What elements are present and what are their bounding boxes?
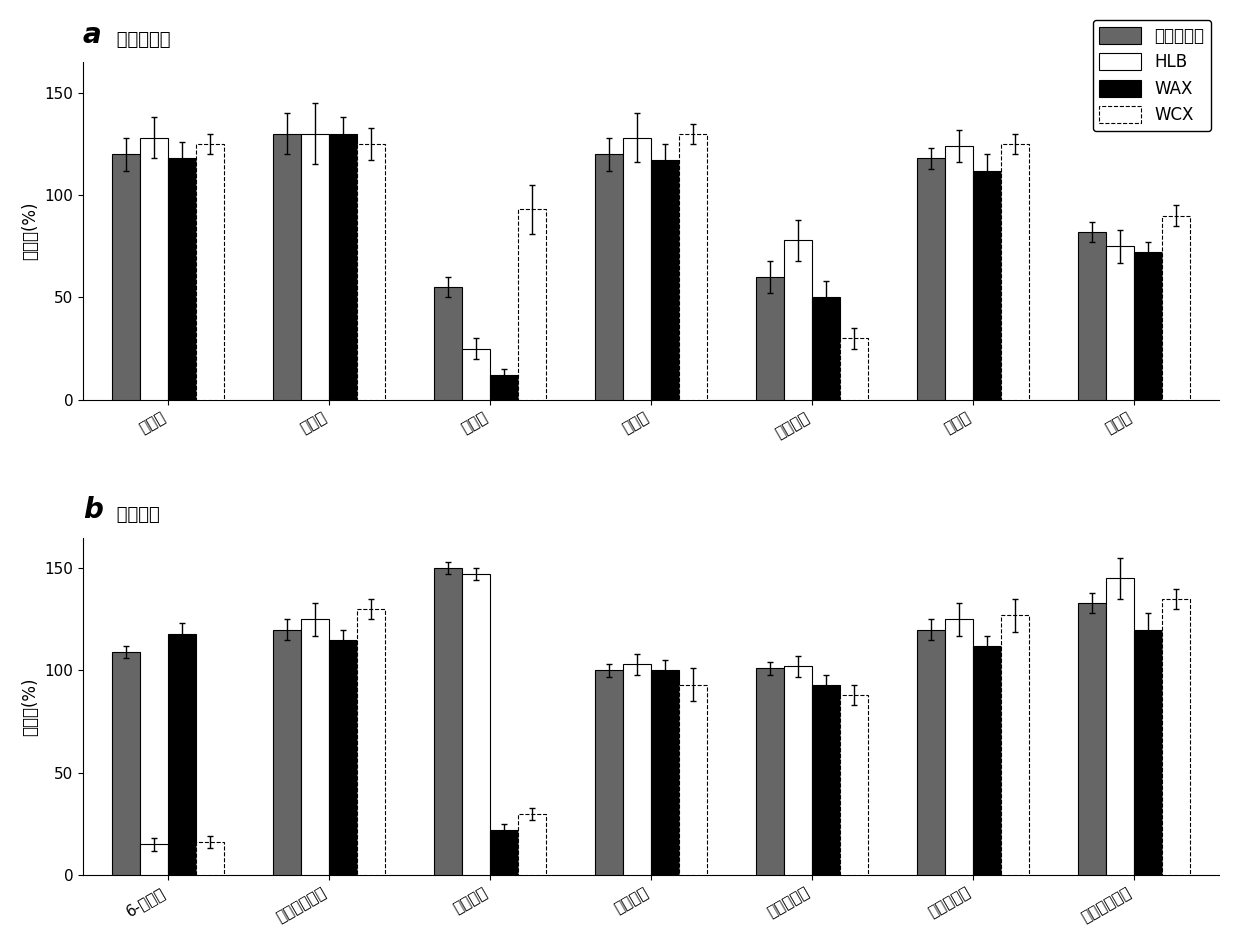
Bar — [518, 814, 546, 875]
Bar — [839, 339, 868, 400]
Bar — [140, 138, 169, 400]
Bar — [1135, 630, 1162, 875]
Bar — [945, 146, 973, 400]
Bar — [1079, 603, 1106, 875]
Bar — [595, 671, 624, 875]
Bar — [756, 277, 784, 400]
Bar — [918, 158, 945, 400]
Bar — [945, 620, 973, 875]
Bar — [812, 297, 839, 400]
Bar — [1079, 232, 1106, 400]
Y-axis label: 回收率(%): 回收率(%) — [21, 677, 38, 736]
Bar — [651, 161, 680, 400]
Bar — [169, 634, 196, 875]
Bar — [273, 630, 301, 875]
Text: 母体化合物: 母体化合物 — [112, 30, 171, 48]
Bar — [490, 376, 518, 400]
Bar — [113, 154, 140, 400]
Bar — [1106, 246, 1135, 400]
Bar — [784, 240, 812, 400]
Bar — [518, 209, 546, 400]
Text: b: b — [83, 496, 103, 524]
Bar — [1162, 599, 1189, 875]
Bar — [196, 842, 224, 875]
Bar — [1106, 578, 1135, 875]
Bar — [301, 620, 329, 875]
Text: a: a — [83, 21, 102, 48]
Text: 转化产物: 转化产物 — [112, 506, 160, 524]
Bar — [680, 685, 707, 875]
Bar — [329, 639, 357, 875]
Bar — [784, 666, 812, 875]
Bar — [595, 154, 624, 400]
Bar — [651, 671, 680, 875]
Bar — [756, 669, 784, 875]
Bar — [301, 133, 329, 400]
Bar — [434, 288, 463, 400]
Bar — [839, 695, 868, 875]
Bar — [624, 138, 651, 400]
Bar — [1135, 253, 1162, 400]
Bar — [113, 652, 140, 875]
Bar — [357, 609, 384, 875]
Legend: 混合吸附剂, HLB, WAX, WCX: 混合吸附剂, HLB, WAX, WCX — [1092, 20, 1210, 131]
Bar — [812, 685, 839, 875]
Bar — [1001, 615, 1029, 875]
Bar — [680, 133, 707, 400]
Bar — [273, 133, 301, 400]
Bar — [140, 845, 169, 875]
Bar — [357, 144, 384, 400]
Bar — [434, 569, 463, 875]
Bar — [973, 170, 1001, 400]
Bar — [1001, 144, 1029, 400]
Bar — [1162, 216, 1189, 400]
Bar — [973, 646, 1001, 875]
Bar — [463, 348, 490, 400]
Bar — [169, 158, 196, 400]
Bar — [463, 574, 490, 875]
Bar — [329, 133, 357, 400]
Bar — [918, 630, 945, 875]
Bar — [196, 144, 224, 400]
Bar — [490, 830, 518, 875]
Y-axis label: 回收率(%): 回收率(%) — [21, 201, 38, 260]
Bar — [624, 664, 651, 875]
